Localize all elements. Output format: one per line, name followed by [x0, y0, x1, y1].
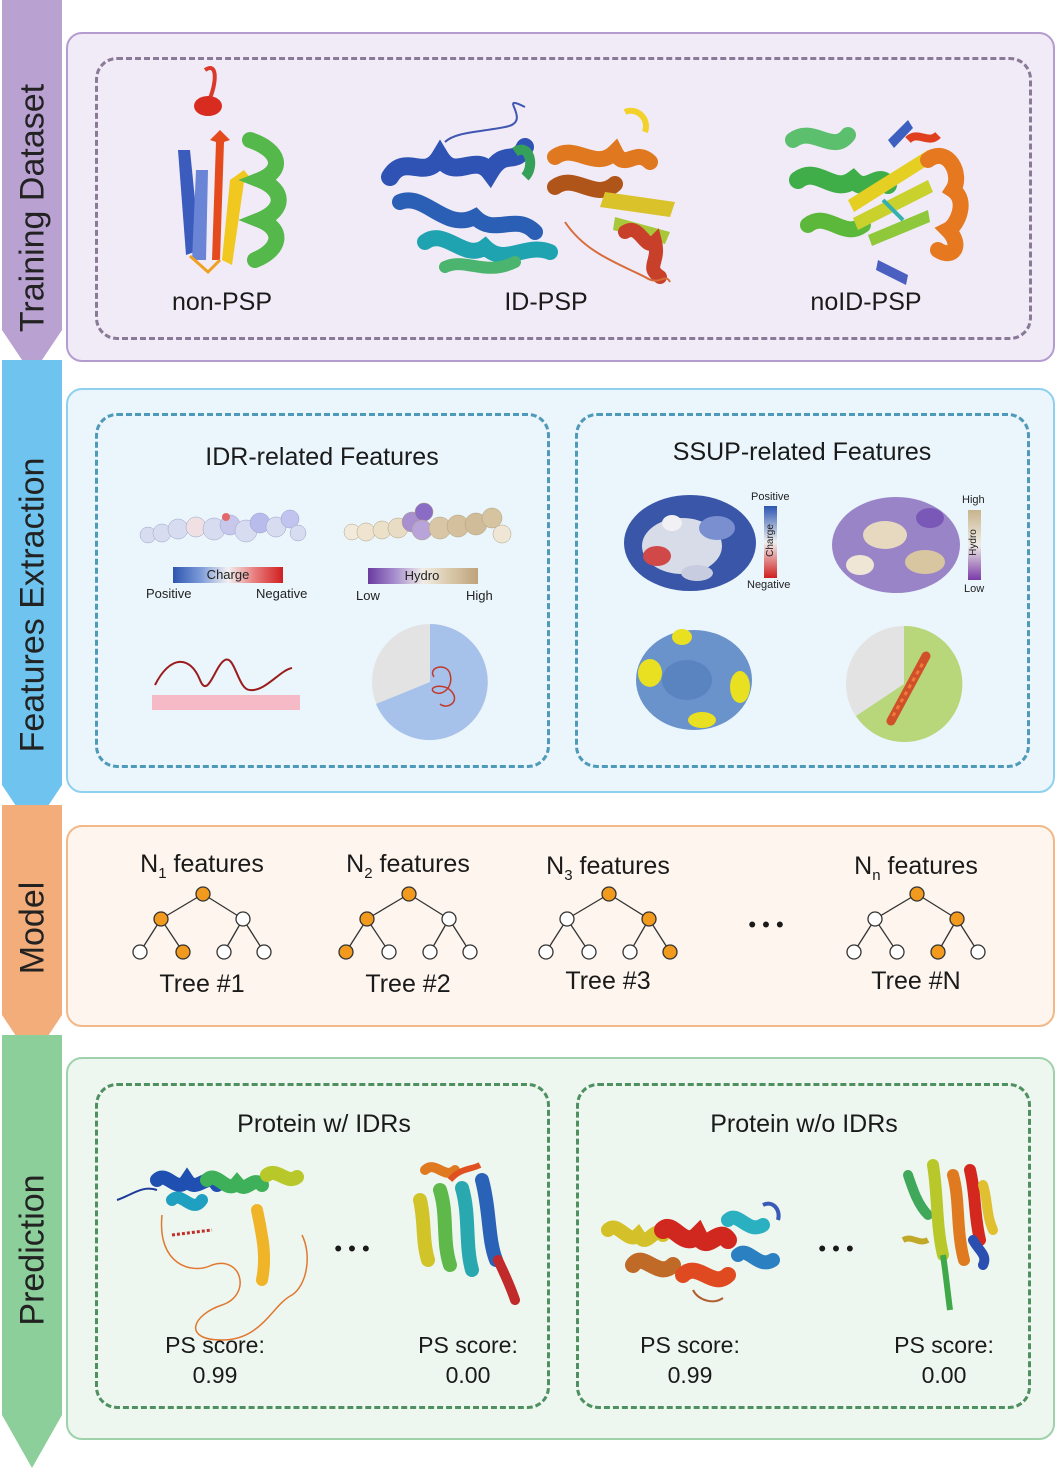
without-idr-ellipsis: • • • [818, 1236, 854, 1261]
hydro-bar-left-label: Low [356, 588, 380, 603]
tree-2-name: Tree #2 [365, 970, 451, 998]
tree-2-feature-count: N2 features [346, 850, 470, 882]
stage-arrows [2, 0, 62, 1468]
prediction-panel [66, 1057, 1055, 1440]
tree-n-diagram [846, 886, 986, 960]
training-dashed-box [95, 57, 1032, 340]
charge-bar-left-label: Positive [146, 586, 192, 601]
stage-label-training: Training Dataset [13, 83, 52, 333]
stage-label-model: Model [13, 881, 52, 975]
with-idr-structure-low [413, 1162, 520, 1305]
id-psp-structure [381, 101, 675, 284]
stage-label-features: Features Extraction [13, 457, 52, 753]
with-idr-title: Protein w/ IDRs [237, 1110, 411, 1138]
ssup-features-title: SSUP-related Features [672, 438, 932, 466]
hydro-bar-label: Hydro [404, 568, 440, 583]
tree-n-feature-count: Nn features [854, 852, 978, 884]
idr-features-title: IDR-related Features [205, 443, 439, 471]
hydro-bar-right-label: High [466, 588, 493, 603]
tree-1-name: Tree #1 [159, 970, 245, 998]
without-idr-score-1: 0.99 [667, 1362, 713, 1388]
hydro-vbar-bottom-label: Low [964, 583, 985, 595]
with-idr-ellipsis: • • • [334, 1236, 370, 1261]
hydro-color-bar [368, 568, 478, 584]
without-idr-score-2: 0.00 [921, 1362, 967, 1388]
stage-arrow-features [2, 360, 62, 830]
class-label-non-psp: non-PSP [171, 288, 273, 316]
stage-arrow-prediction [2, 1035, 62, 1468]
with-idr-structure-high [116, 1166, 308, 1341]
non-psp-structure [178, 66, 287, 275]
charge-bar-label: Charge [206, 567, 250, 582]
charge-vbar-top-label: Positive [751, 491, 790, 503]
hydro-residue-chain [343, 502, 512, 544]
without-idr-structure-high [601, 1201, 781, 1303]
hydro-surface-structure [832, 497, 960, 593]
surface-patch-structure [636, 629, 752, 730]
class-label-noid-psp: noID-PSP [810, 288, 922, 316]
hydro-vertical-bar [968, 510, 981, 580]
ssup-features-dashed-box [575, 413, 1030, 768]
charge-bar-right-label: Negative [256, 586, 308, 601]
ssup-fraction-pie [846, 625, 963, 742]
disorder-profile-icon [152, 658, 300, 710]
tree-n-name: Tree #N [871, 967, 961, 995]
tree-1-feature-count: N1 features [140, 850, 264, 882]
tree-3-feature-count: N3 features [546, 852, 670, 884]
with-idr-score-1: 0.99 [192, 1362, 238, 1388]
with-idr-score-label-2: PS score: [418, 1332, 518, 1358]
without-idr-dashed-box [576, 1083, 1031, 1409]
without-idr-structure-low [901, 1159, 998, 1311]
charge-surface-structure [624, 495, 756, 591]
tree-3-name: Tree #3 [565, 967, 651, 995]
idr-fraction-pie [372, 624, 488, 740]
charge-residue-chain [139, 509, 307, 544]
without-idr-title: Protein w/o IDRs [710, 1110, 898, 1138]
noid-psp-structure [785, 120, 969, 285]
hydro-vbar-top-label: High [962, 494, 985, 506]
tree-1-diagram [132, 886, 272, 960]
model-ellipsis: • • • [748, 912, 784, 937]
tree-3-diagram [538, 886, 678, 960]
charge-vbar-bottom-label: Negative [747, 579, 791, 591]
model-panel [66, 825, 1055, 1027]
with-idr-score-label-1: PS score: [165, 1332, 265, 1358]
tree-2-diagram [338, 886, 478, 960]
stage-label-prediction: Prediction [13, 1174, 52, 1326]
with-idr-score-2: 0.00 [445, 1362, 491, 1388]
idr-features-dashed-box [95, 413, 550, 768]
stage-arrow-training [2, 0, 62, 375]
without-idr-score-label-1: PS score: [640, 1332, 740, 1358]
charge-vbar-label: Charge [764, 524, 776, 557]
charge-vertical-bar [764, 506, 777, 578]
without-idr-score-label-2: PS score: [894, 1332, 994, 1358]
with-idr-dashed-box [95, 1083, 550, 1409]
stage-arrow-model [2, 805, 62, 1060]
class-label-id-psp: ID-PSP [504, 288, 588, 316]
hydro-vbar-label: Hydro [967, 529, 979, 556]
charge-color-bar [173, 567, 283, 583]
